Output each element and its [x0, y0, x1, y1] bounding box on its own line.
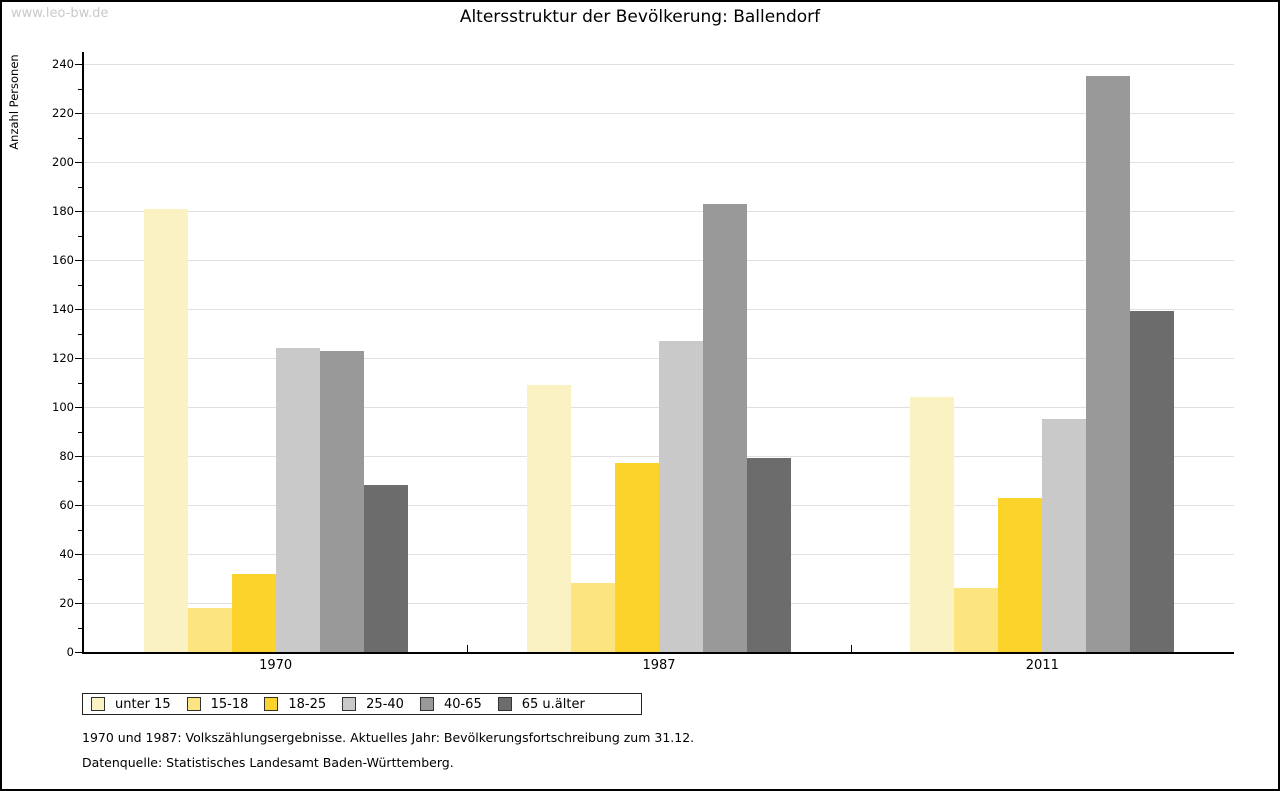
y-axis-major-tick	[75, 162, 82, 163]
y-axis-major-tick	[75, 456, 82, 457]
gridline	[84, 309, 1234, 310]
legend-label: 65 u.älter	[521, 696, 585, 712]
y-axis-minor-tick	[78, 480, 82, 482]
y-axis-minor-tick	[78, 137, 82, 139]
bar	[319, 350, 364, 652]
footnote-source: Datenquelle: Statistisches Landesamt Bad…	[82, 755, 454, 770]
y-axis-minor-tick	[78, 529, 82, 531]
y-axis-tick-label: 220	[52, 106, 74, 120]
legend-swatch	[497, 697, 512, 711]
bar	[615, 463, 659, 652]
y-axis-line	[82, 52, 84, 654]
y-axis-major-tick	[75, 652, 82, 653]
bar	[998, 497, 1043, 652]
y-axis-tick-label: 160	[52, 253, 74, 267]
y-axis-minor-tick	[78, 333, 82, 335]
legend: unter 15 15-18 18-25 25-40 40-65 65 u.älter	[82, 693, 642, 715]
y-axis-tick-label: 80	[59, 449, 74, 463]
y-axis-tick-label: 60	[59, 498, 74, 512]
bar	[954, 588, 999, 652]
y-axis-major-tick	[75, 407, 82, 408]
page-title: Altersstruktur der Bevölkerung: Ballendo…	[459, 7, 821, 27]
y-axis-major-tick	[75, 64, 82, 65]
gridline	[84, 260, 1234, 261]
y-axis-tick-label: 120	[52, 351, 74, 365]
gridline	[84, 113, 1234, 114]
y-axis-major-tick	[75, 211, 82, 212]
x-axis-line	[82, 652, 1234, 654]
y-axis-tick-label: 200	[52, 155, 74, 169]
y-axis-minor-tick	[78, 578, 82, 580]
y-axis-minor-tick	[78, 186, 82, 188]
y-axis-major-tick	[75, 309, 82, 310]
legend-item: 15-18	[186, 696, 249, 712]
bar	[659, 340, 703, 652]
y-axis-major-tick	[75, 113, 82, 114]
y-axis-minor-tick	[78, 88, 82, 90]
legend-item: 25-40	[342, 697, 404, 712]
y-axis-major-tick	[75, 358, 82, 359]
legend-label: 18-25	[288, 696, 327, 712]
plot-area: 0 20 40 60 80 100 120 140 160 180 200 220 240 1970 198…	[52, 52, 1234, 673]
legend-item: 18-25	[264, 697, 326, 712]
x-axis-category-label: 1970	[259, 658, 293, 673]
x-axis-separator-tick	[467, 645, 469, 652]
y-axis-minor-tick	[78, 382, 82, 384]
y-axis-tick-label: 100	[52, 400, 74, 414]
y-axis-tick-label: 140	[52, 302, 74, 316]
bar	[910, 397, 955, 652]
y-axis-minor-tick	[78, 235, 82, 237]
x-axis-category-label: 1987	[642, 658, 676, 673]
y-axis-tick-label: 180	[52, 204, 74, 218]
bar	[527, 384, 571, 652]
gridline	[84, 64, 1234, 65]
bar	[231, 573, 276, 652]
bar	[143, 208, 188, 652]
legend-item: 65 u.älter	[497, 696, 585, 712]
legend-item: 40-65	[419, 696, 482, 712]
y-axis-tick-label: 240	[52, 57, 74, 71]
legend-swatch	[264, 697, 279, 711]
bar	[275, 348, 320, 652]
y-axis-tick-label: 0	[66, 645, 74, 659]
y-axis-minor-tick	[78, 284, 82, 286]
y-axis-major-tick	[75, 603, 82, 604]
legend-label: 25-40	[366, 696, 404, 712]
y-axis-tick-label: 20	[59, 596, 74, 610]
legend-swatch	[419, 697, 434, 711]
bar	[187, 607, 232, 652]
x-axis-separator-tick	[850, 645, 852, 652]
legend-swatch	[342, 697, 357, 711]
bar	[1042, 419, 1087, 652]
legend-label: unter 15	[115, 696, 171, 712]
footnote-methodology: 1970 und 1987: Volkszählungsergebnisse. …	[82, 730, 695, 745]
bar	[1130, 311, 1175, 652]
y-axis-label: Anzahl Personen	[7, 54, 21, 150]
legend-label: 15-18	[210, 696, 249, 712]
y-axis-major-tick	[75, 505, 82, 506]
gridline	[84, 211, 1234, 212]
bar	[747, 458, 791, 652]
bar	[571, 583, 615, 652]
bar	[1086, 76, 1131, 652]
y-axis-minor-tick	[78, 431, 82, 433]
x-axis-category-label: 2011	[1025, 658, 1059, 673]
y-axis-tick-label: 40	[59, 547, 74, 561]
y-axis-minor-tick	[78, 627, 82, 629]
bar	[703, 203, 747, 652]
watermark: www.leo-bw.de	[11, 6, 109, 21]
y-axis-major-tick	[75, 554, 82, 555]
legend-item: unter 15	[91, 697, 171, 712]
legend-swatch	[91, 697, 105, 711]
bar	[363, 485, 408, 652]
legend-label: 40-65	[443, 696, 482, 712]
y-axis-major-tick	[75, 260, 82, 261]
legend-swatch	[186, 697, 201, 711]
gridline	[84, 162, 1234, 163]
